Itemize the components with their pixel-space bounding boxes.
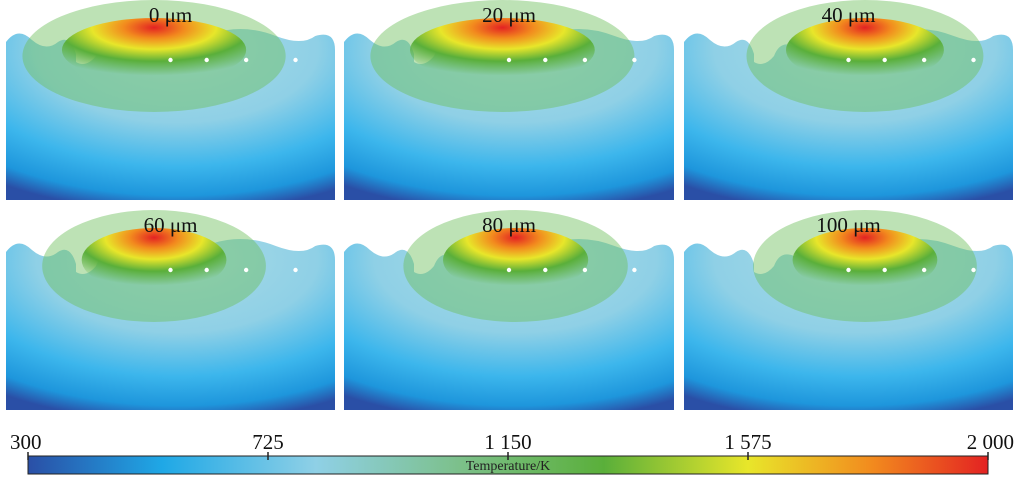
panel-4: 60 μm [6,210,335,410]
pore [168,57,173,63]
melt-pool [61,18,247,82]
pore [543,57,548,63]
pore [846,267,851,273]
colorbar-tick-label: 725 [252,430,284,454]
substrate-body [684,238,1013,410]
pore [921,267,927,273]
panel-3: 40 μm [684,0,1013,200]
substrate-body [344,28,674,200]
pore [971,267,976,273]
melt-pool [442,228,589,292]
panel-title: 80 μm [482,213,536,237]
pore [921,57,927,63]
panel-title: 40 μm [822,3,876,27]
pore [293,267,298,273]
pore [506,57,512,63]
colorbar-tick-label: 1 150 [484,430,531,454]
pore [168,267,173,273]
melt-pool [792,228,938,292]
panel-title: 60 μm [144,213,198,237]
colorbar-tick-label: 2 000 [967,430,1014,454]
pore [506,267,512,273]
pore [882,57,887,63]
substrate-body [344,238,674,410]
pore [293,57,298,63]
melt-pool [81,228,227,292]
panel-6: 100 μm [684,210,1013,410]
panel-title: 20 μm [482,3,536,27]
pore [632,57,637,63]
pore [582,57,588,63]
pore [882,267,887,273]
pore [204,57,209,63]
pore [632,267,637,273]
pore [846,57,851,63]
pore [971,57,976,63]
pore [243,57,249,63]
panel-5: 80 μm [344,210,674,410]
substrate-body [684,28,1013,200]
panel-title: 100 μm [816,213,880,237]
panel-1: 0 μm [6,0,335,200]
pore [243,267,249,273]
panel-title: 0 μm [149,3,192,27]
colorbar-tick-label: 1 575 [724,430,771,454]
panel-2: 20 μm [344,0,674,200]
pore [543,267,548,273]
pore [204,267,209,273]
melt-pool [410,18,595,82]
pore [582,267,588,273]
colorbar: 300 725 1 150 1 575 2 000 Temperature/K [10,430,1014,475]
colorbar-label: Temperature/K [466,459,551,474]
substrate-body [6,238,335,410]
melt-pool [785,18,944,82]
colorbar-tick-label: 300 [10,430,42,454]
